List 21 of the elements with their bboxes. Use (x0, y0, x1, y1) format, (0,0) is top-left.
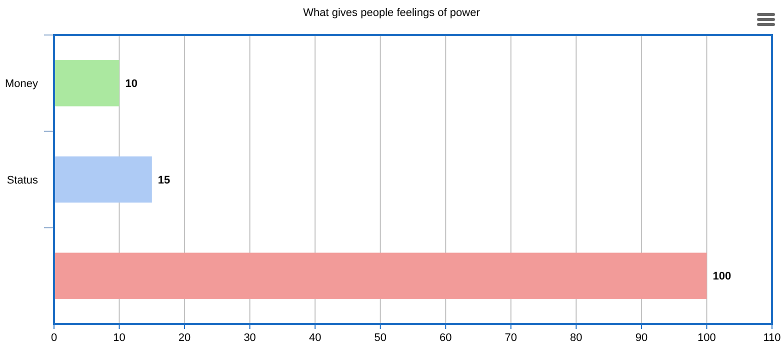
x-tick-label: 0 (50, 332, 58, 344)
x-tick-label: 30 (244, 332, 256, 344)
x-tick-label: 60 (440, 332, 452, 344)
y-tick-label: Status (6, 174, 38, 186)
x-tick-label: 100 (698, 332, 716, 344)
x-tick-label: 50 (374, 332, 386, 344)
data-label: 15 (158, 174, 170, 186)
bar (54, 252, 707, 299)
data-label: 100 (712, 270, 732, 283)
bar (54, 60, 120, 106)
y-tick-label: Money (4, 78, 38, 90)
x-tick-label: 10 (113, 332, 126, 344)
x-tick-label: 110 (763, 332, 781, 344)
data-label: 10 (125, 78, 138, 90)
x-tick-label: 90 (635, 332, 648, 344)
x-tick-label: 20 (178, 332, 191, 344)
bar (54, 156, 152, 203)
x-tick-label: 80 (570, 332, 582, 344)
chart-title: What gives people feelings of power (303, 7, 480, 19)
x-tick-label: 70 (504, 332, 518, 344)
x-tick-label: 40 (308, 332, 322, 344)
